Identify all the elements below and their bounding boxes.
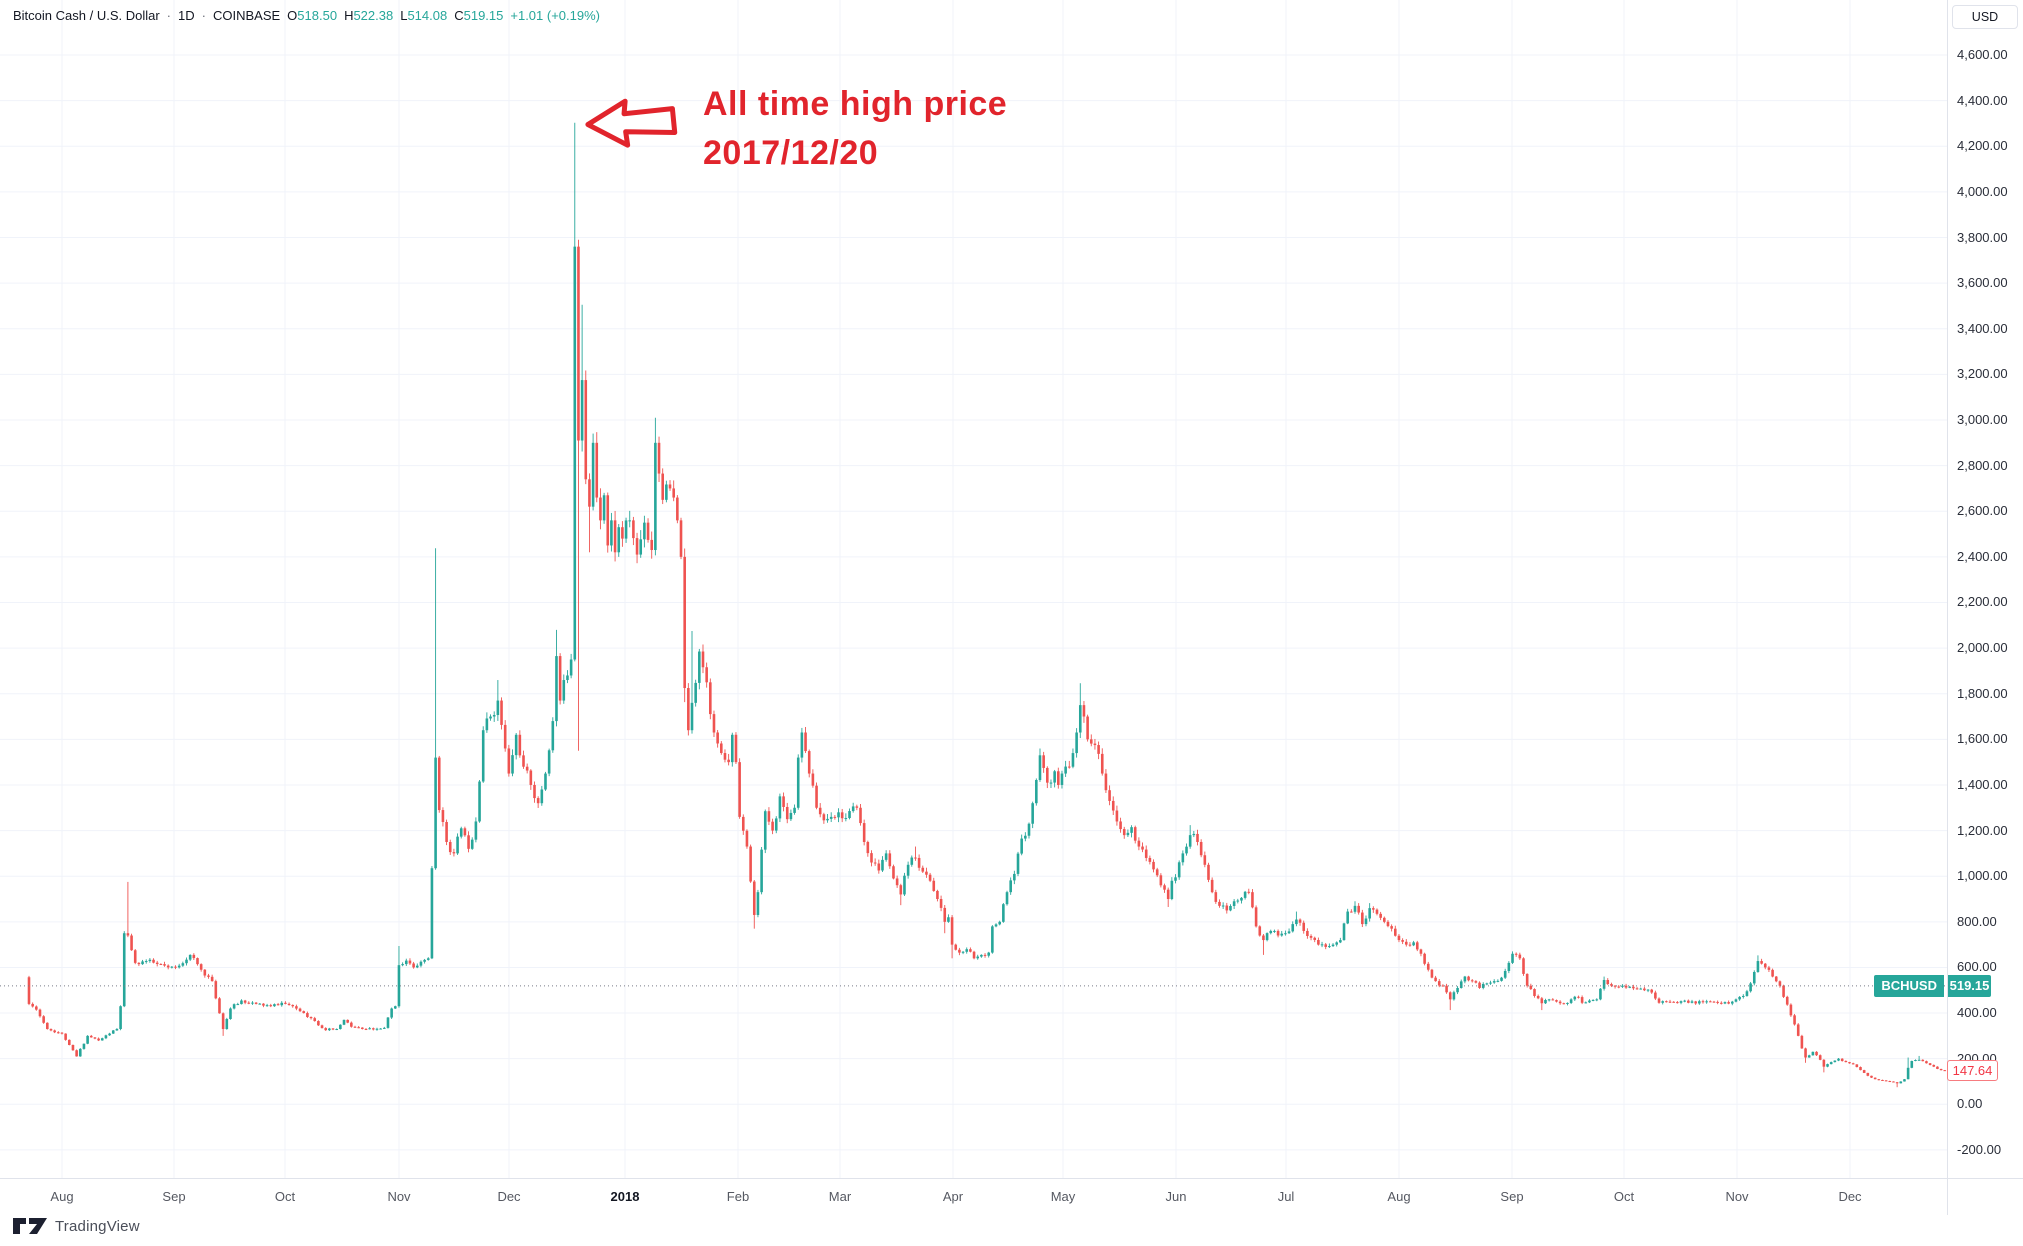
ohlc-high: H522.38 xyxy=(344,8,394,23)
y-axis-label: 1,000.00 xyxy=(1957,868,2008,884)
x-axis-label: Oct xyxy=(274,1189,296,1204)
x-axis-label: Sep xyxy=(162,1189,186,1204)
x-axis-label: Oct xyxy=(1613,1189,1635,1204)
x-axis-label: Aug xyxy=(1387,1189,1411,1204)
y-axis-label: -200.00 xyxy=(1957,1141,2002,1157)
x-axis-label: Dec xyxy=(1838,1189,1862,1204)
left-arrow-icon xyxy=(585,98,678,148)
ath-text-line2: 2017/12/20 xyxy=(703,134,879,172)
symbol-price-flag: BCHUSD xyxy=(1874,974,1944,997)
change-label: +1.01 (+0.19%) xyxy=(510,8,600,23)
y-axis-label: 3,400.00 xyxy=(1957,320,2008,336)
x-axis-label: Feb xyxy=(726,1189,750,1204)
y-axis-label: 1,200.00 xyxy=(1957,822,2008,838)
x-axis-label: Jun xyxy=(1165,1189,1187,1204)
last-close-price-flag: 147.64 xyxy=(1947,1060,1998,1082)
exchange-label: COINBASE xyxy=(212,8,281,23)
tradingview-logo[interactable]: TradingView xyxy=(12,1216,140,1236)
y-axis-label: 2,600.00 xyxy=(1957,503,2008,519)
y-axis-label: 4,600.00 xyxy=(1957,47,2008,63)
x-axis-label: Nov xyxy=(1725,1189,1749,1204)
ohlc-open: O518.50 xyxy=(287,8,338,23)
ohlc-low: L514.08 xyxy=(400,8,448,23)
y-axis-label: 400.00 xyxy=(1957,1005,1997,1021)
y-axis-label: 3,800.00 xyxy=(1957,229,2008,245)
x-axis-label: Aug xyxy=(50,1189,74,1204)
y-axis-label: 4,400.00 xyxy=(1957,92,2008,108)
current-price-flag: 519.15 xyxy=(1948,974,1991,997)
x-axis-label: 2018 xyxy=(610,1189,640,1204)
y-axis-label: 1,400.00 xyxy=(1957,776,2008,792)
x-axis-label: Sep xyxy=(1500,1189,1524,1204)
x-axis-label: Apr xyxy=(942,1189,964,1204)
price-axis-border xyxy=(1947,0,1948,1215)
y-axis-label: 0.00 xyxy=(1957,1096,1983,1112)
y-axis-label: 4,000.00 xyxy=(1957,183,2008,199)
x-axis-label: Dec xyxy=(497,1189,521,1204)
y-axis-label: 1,600.00 xyxy=(1957,731,2008,747)
y-axis-label: 2,200.00 xyxy=(1957,594,2008,610)
x-axis-label: Nov xyxy=(387,1189,411,1204)
y-axis-label: 3,000.00 xyxy=(1957,412,2008,427)
interval-label[interactable]: 1D xyxy=(178,8,195,23)
symbol-title[interactable]: Bitcoin Cash / U.S. Dollar xyxy=(13,8,160,23)
tradingview-wordmark: TradingView xyxy=(55,1217,140,1235)
legend-separator: · xyxy=(166,8,172,23)
symbol-legend: Bitcoin Cash / U.S. Dollar · 1D · COINBA… xyxy=(13,8,600,23)
tradingview-mark-icon xyxy=(13,1218,47,1234)
ath-text-annotation[interactable]: All time high price 2017/12/20 xyxy=(703,80,1007,178)
grid-layer xyxy=(0,0,1947,1178)
y-axis-label: 3,600.00 xyxy=(1957,275,2008,291)
candles-layer xyxy=(27,122,1947,1088)
y-axis-label: 2,000.00 xyxy=(1957,640,2008,656)
ath-text-line1: All time high price xyxy=(703,85,1008,123)
x-axis-label: Jul xyxy=(1277,1189,1295,1204)
x-axis-label: Mar xyxy=(828,1189,852,1204)
time-axis-border xyxy=(0,1178,2023,1179)
y-axis-label: 2,800.00 xyxy=(1957,457,2008,473)
currency-toggle-button[interactable]: USD xyxy=(1952,5,2018,29)
ath-arrow-drawing[interactable] xyxy=(584,95,680,157)
y-axis-label: 600.00 xyxy=(1957,959,1997,975)
y-axis-label: 800.00 xyxy=(1957,913,1997,929)
y-axis-label: 2,400.00 xyxy=(1957,548,2008,564)
y-axis-label: 1,800.00 xyxy=(1957,685,2008,701)
y-axis-label: 4,200.00 xyxy=(1957,138,2008,154)
x-axis-label: May xyxy=(1050,1189,1076,1204)
y-axis-label: 3,200.00 xyxy=(1957,366,2008,382)
legend-separator: · xyxy=(201,8,206,23)
ohlc-close: C519.15 xyxy=(454,8,504,23)
